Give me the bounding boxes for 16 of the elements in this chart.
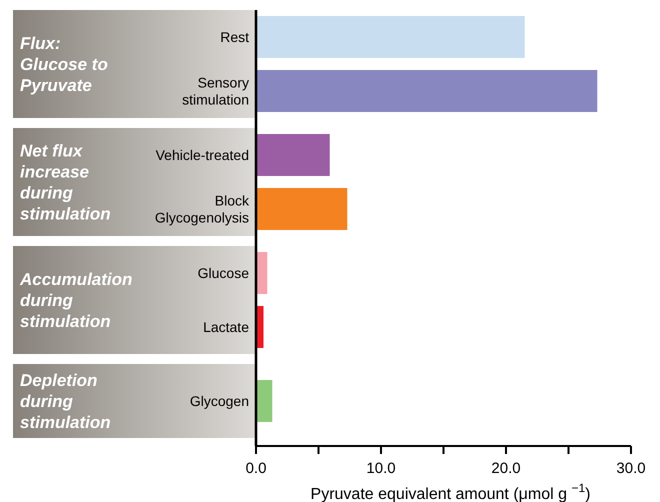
x-axis-title: Pyruvate equivalent amount (μmol g $^{−1}$): [310, 481, 590, 502]
text: Net flux increase during stimulation: [20, 142, 111, 224]
text: Accumulation during stimulation: [19, 270, 132, 331]
text: Depletion during stimulation: [20, 371, 111, 432]
y-tick-label: Block Glycogenolysis: [154, 192, 250, 226]
y-tick-label: Vehicle-treated: [156, 147, 249, 163]
text: Flux: Glucose to Pyruvate: [20, 34, 108, 95]
x-tick-label: 10.0: [366, 460, 396, 477]
y-tick-label: Glucose: [198, 265, 250, 281]
y-tick-label: Glycogen: [190, 393, 249, 409]
y-tick-label: Sensory stimulation: [182, 74, 249, 108]
x-tick-label: 20.0: [491, 460, 521, 477]
x-tick-label: 0.0: [246, 460, 266, 477]
y-tick-label: Lactate: [203, 319, 250, 335]
y-tick-label: Rest: [220, 29, 250, 45]
x-tick-label: 30.0: [616, 460, 646, 477]
